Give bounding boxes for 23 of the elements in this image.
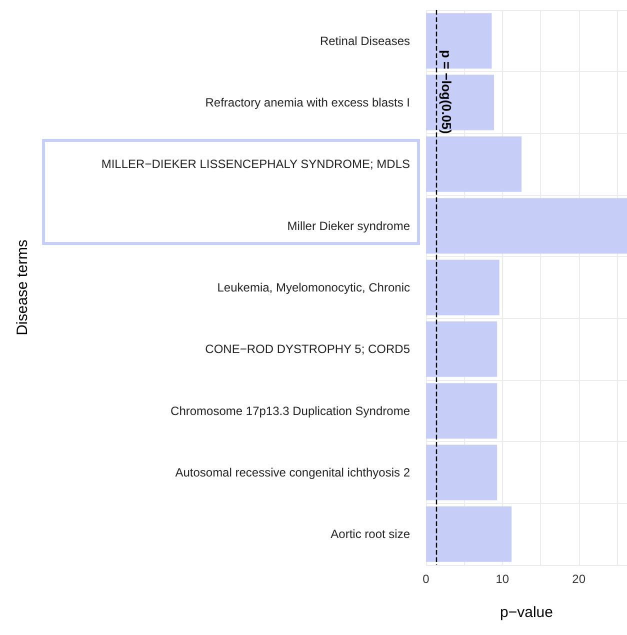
- x-tick-label: 10: [496, 572, 510, 586]
- bar: [426, 260, 500, 316]
- ref-line-label: p = −log(0.05): [438, 50, 454, 134]
- bar: [426, 136, 522, 192]
- x-tick-label: 0: [422, 572, 430, 586]
- y-tick-label: MILLER−DIEKER LISSENCEPHALY SYNDROME; MDLS: [101, 157, 410, 172]
- y-tick-label: Autosomal recessive congenital ichthyosis 2: [175, 466, 410, 480]
- bar: [426, 506, 512, 562]
- y-tick-label: CONE−ROD DYSTROPHY 5; CORD5: [205, 342, 410, 356]
- bar: [426, 13, 492, 69]
- y-axis-title: Disease terms: [14, 240, 31, 336]
- bar: [426, 444, 498, 500]
- bar: [426, 383, 498, 439]
- x-axis-title: p−value: [500, 604, 553, 621]
- bar: [426, 198, 627, 254]
- y-tick-label: Leukemia, Myelomonocytic, Chronic: [217, 280, 410, 294]
- y-tick-label: Retinal Diseases: [320, 34, 410, 48]
- bar: [426, 321, 498, 377]
- y-tick-label: Chromosome 17p13.3 Duplication Syndrome: [170, 404, 410, 418]
- x-tick-label: 20: [572, 572, 586, 586]
- y-tick-label: Miller Dieker syndrome: [287, 218, 410, 233]
- y-tick-label: Refractory anemia with excess blasts I: [205, 96, 410, 110]
- y-tick-label: Aortic root size: [330, 527, 410, 542]
